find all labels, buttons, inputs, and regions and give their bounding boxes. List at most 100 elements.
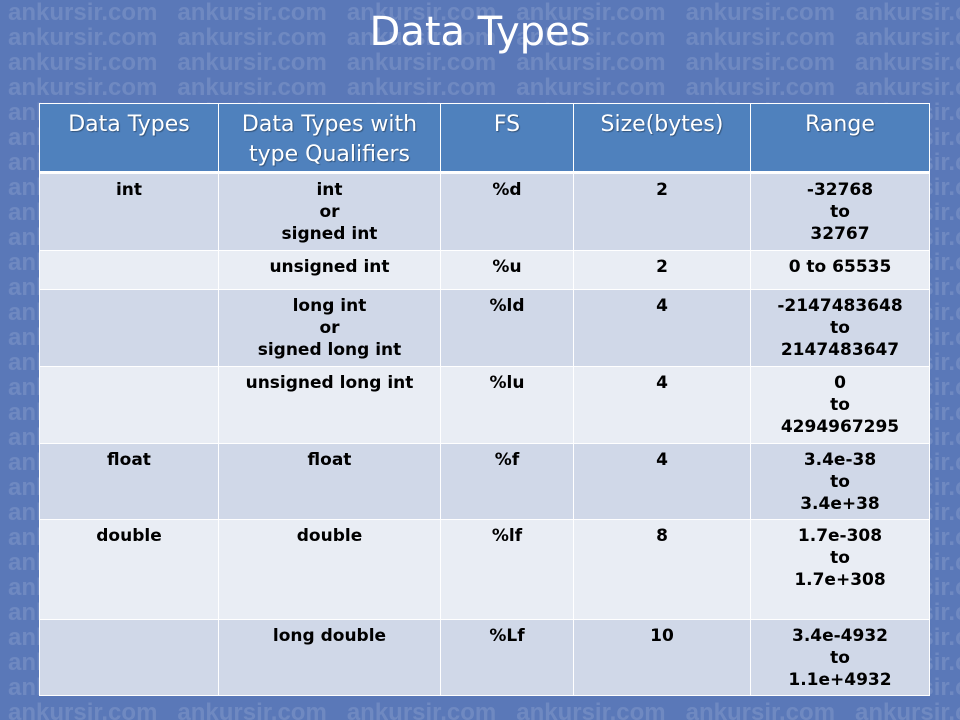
- cell-range: -32768 to 32767: [750, 172, 930, 251]
- header-size: Size(bytes): [573, 103, 751, 174]
- cell-line: to: [830, 548, 850, 568]
- cell-qualified-type: int or signed int: [218, 172, 441, 251]
- table-row: long int or signed long int %ld 4 -2147483648…: [39, 289, 930, 367]
- cell-format-specifier: %lf: [440, 519, 574, 620]
- header-line: Data Types: [68, 112, 190, 137]
- cell-text: 2: [656, 257, 668, 277]
- table-row: float float %f 4 3.4e-38 to 3.4e+38: [39, 443, 930, 520]
- cell-text: 4: [656, 373, 668, 393]
- cell-range: -2147483648 to 2147483647: [750, 289, 930, 367]
- table-row: unsigned int %u 2 0 to 65535: [39, 250, 930, 290]
- cell-line: float: [307, 450, 352, 470]
- cell-text: %Lf: [489, 626, 525, 646]
- table-row: unsigned long int %lu 4 0 to 4294967295: [39, 366, 930, 444]
- cell-data-type: [39, 619, 219, 696]
- cell-text: double: [96, 526, 162, 546]
- cell-size: 4: [573, 443, 751, 520]
- cell-line: double: [296, 526, 363, 546]
- cell-line: signed int: [281, 224, 378, 244]
- cell-size: 8: [573, 519, 751, 620]
- cell-line: 4294967295: [780, 417, 900, 437]
- cell-line: 32767: [810, 224, 870, 244]
- cell-line: unsigned int: [269, 257, 390, 277]
- header-data-types: Data Types: [39, 103, 219, 174]
- cell-text: 4: [656, 450, 668, 470]
- cell-size: 4: [573, 289, 751, 367]
- cell-line: 1.1e+4932: [788, 670, 892, 690]
- cell-line: -2147483648: [777, 296, 903, 316]
- table-row: long double %Lf 10 3.4e-4932 to 1.1e+4932: [39, 619, 930, 696]
- watermark-line: ankursir.com ankursir.com ankursir.com a…: [8, 24, 960, 51]
- cell-range: 3.4e-4932 to 1.1e+4932: [750, 619, 930, 696]
- cell-line: to: [830, 202, 850, 222]
- table-row: int int or signed int %d 2 -32768 to 32767: [39, 172, 930, 251]
- cell-line: to: [830, 318, 850, 338]
- cell-size: 2: [573, 250, 751, 290]
- cell-line: to: [830, 395, 850, 415]
- cell-line: int: [316, 180, 343, 200]
- data-types-table: Data Types Data Types with type Qualifie…: [39, 103, 930, 696]
- cell-line: or: [319, 318, 340, 338]
- header-format-specifier: FS: [440, 103, 574, 174]
- watermark-line: ankursir.com ankursir.com ankursir.com a…: [8, 0, 960, 26]
- cell-text: 10: [650, 626, 674, 646]
- cell-line: 3.4e+38: [800, 494, 880, 514]
- cell-line: or: [319, 202, 340, 222]
- cell-text: 8: [656, 526, 668, 546]
- watermark-line: ankursir.com ankursir.com ankursir.com a…: [8, 49, 960, 76]
- cell-text: %lf: [491, 526, 523, 546]
- cell-data-type: [39, 289, 219, 367]
- cell-format-specifier: %ld: [440, 289, 574, 367]
- cell-line: 2147483647: [780, 340, 900, 360]
- cell-line: long double: [272, 626, 387, 646]
- cell-size: 4: [573, 366, 751, 444]
- cell-format-specifier: %lu: [440, 366, 574, 444]
- cell-data-type: double: [39, 519, 219, 620]
- cell-format-specifier: %d: [440, 172, 574, 251]
- cell-range: 0 to 65535: [750, 250, 930, 290]
- cell-range: 0 to 4294967295: [750, 366, 930, 444]
- cell-text: int: [115, 180, 143, 200]
- cell-line: long int: [292, 296, 367, 316]
- cell-data-type: int: [39, 172, 219, 251]
- cell-text: float: [107, 450, 151, 470]
- cell-range: 3.4e-38 to 3.4e+38: [750, 443, 930, 520]
- header-line: Data Types with: [241, 112, 418, 137]
- cell-line: 3.4e-38: [803, 450, 877, 470]
- cell-line: 0 to 65535: [788, 257, 892, 277]
- cell-data-type: [39, 366, 219, 444]
- header-line: FS: [493, 112, 521, 137]
- header-line: Range: [805, 112, 875, 137]
- cell-format-specifier: %u: [440, 250, 574, 290]
- cell-data-type: float: [39, 443, 219, 520]
- cell-qualified-type: float: [218, 443, 441, 520]
- table-row: double double %lf 8 1.7e-308 to 1.7e+308: [39, 519, 930, 620]
- cell-qualified-type: unsigned long int: [218, 366, 441, 444]
- cell-line: 1.7e+308: [794, 570, 886, 590]
- cell-text: 4: [656, 296, 668, 316]
- cell-line: signed long int: [257, 340, 402, 360]
- watermark-line: ankursir.com ankursir.com ankursir.com a…: [8, 699, 960, 720]
- cell-text: %ld: [489, 296, 525, 316]
- cell-text: %u: [492, 257, 522, 277]
- cell-qualified-type: long int or signed long int: [218, 289, 441, 367]
- cell-range: 1.7e-308 to 1.7e+308: [750, 519, 930, 620]
- cell-format-specifier: %Lf: [440, 619, 574, 696]
- header-line: Size(bytes): [600, 112, 724, 137]
- cell-format-specifier: %f: [440, 443, 574, 520]
- header-line: type Qualifiers: [248, 142, 410, 167]
- slide-title: Data Types: [369, 9, 591, 55]
- cell-qualified-type: double: [218, 519, 441, 620]
- cell-line: to: [830, 472, 850, 492]
- cell-text: %lu: [489, 373, 525, 393]
- cell-qualified-type: long double: [218, 619, 441, 696]
- cell-line: 1.7e-308: [797, 526, 883, 546]
- cell-text: %f: [494, 450, 520, 470]
- cell-line: to: [830, 648, 850, 668]
- cell-qualified-type: unsigned int: [218, 250, 441, 290]
- cell-data-type: [39, 250, 219, 290]
- cell-text: 2: [656, 180, 668, 200]
- cell-line: 0: [834, 373, 846, 393]
- header-type-qualifiers: Data Types with type Qualifiers: [218, 103, 441, 174]
- cell-size: 2: [573, 172, 751, 251]
